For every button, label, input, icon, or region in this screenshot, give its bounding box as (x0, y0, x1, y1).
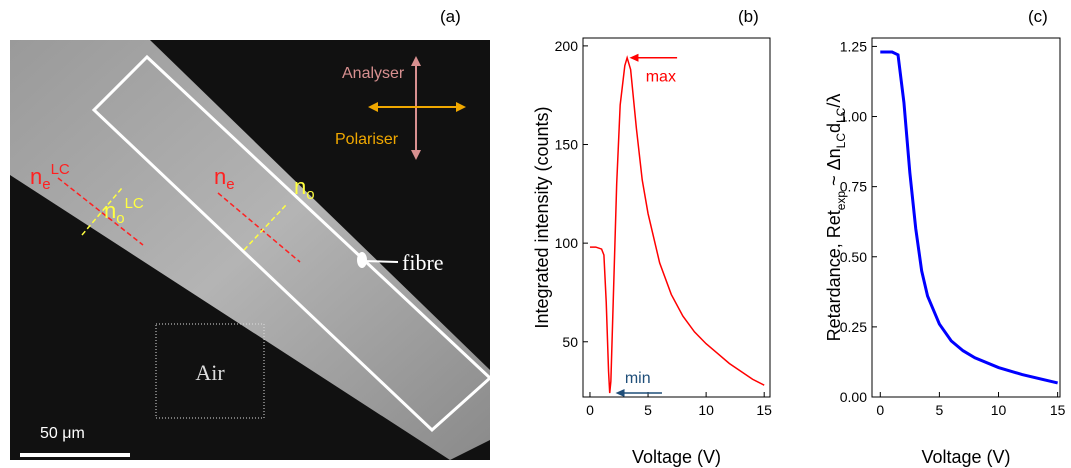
no-lc-label: noLC (104, 195, 144, 227)
annotation: min (625, 370, 651, 387)
y-axis-title-part: d (824, 123, 844, 133)
scale-label: 50 μm (40, 425, 85, 442)
y-axis-title-part: Integrated intensity (counts) (532, 106, 552, 328)
arrow-head (411, 56, 421, 66)
x-axis-title: Voltage (V) (632, 447, 721, 467)
fibre-marker (357, 252, 367, 268)
ne-lc-axis (57, 177, 144, 246)
no-label: no (294, 174, 315, 203)
x-tick-label: 10 (698, 402, 714, 418)
x-tick-label: 5 (935, 402, 943, 418)
fibre-pointer (361, 260, 399, 263)
x-tick-label: 10 (991, 402, 1007, 418)
y-tick-label: 100 (555, 235, 579, 251)
x-tick-label: 15 (1050, 402, 1066, 418)
plot-frame (582, 37, 771, 398)
x-tick-label: 15 (756, 402, 772, 418)
y-axis-title-part: Retardance, Ret (824, 210, 844, 341)
analyser-label: Analyser (342, 65, 405, 82)
arrow-head (368, 102, 378, 112)
plot-frame (871, 37, 1061, 398)
no-lc-axis (81, 187, 123, 236)
panel-label: (b) (738, 7, 759, 26)
polariser-label: Polariser (335, 131, 399, 148)
y-tick-label: 200 (555, 38, 579, 54)
air-label: Air (195, 360, 225, 385)
y-tick-label: 0.25 (840, 319, 867, 335)
y-axis-title-part: ~ Δn (824, 148, 844, 191)
y-tick-label: 0.75 (840, 179, 867, 195)
ne-lc-label: neLC (30, 161, 70, 193)
annotation-arrow-head (629, 53, 639, 62)
y-axis-title-part: exp (834, 191, 848, 211)
y-axis-title: Integrated intensity (counts) (532, 106, 552, 328)
y-tick-label: 0.00 (840, 389, 867, 405)
x-tick-label: 0 (586, 402, 594, 418)
y-tick-label: 50 (562, 334, 578, 350)
y-tick-label: 0.50 (840, 249, 867, 265)
micrograph: (a) Analyser Polariser neLC noLC ne no f… (10, 7, 493, 460)
annotation: max (646, 69, 676, 86)
x-tick-label: 5 (644, 402, 652, 418)
air-box (155, 323, 265, 419)
no-axis (243, 204, 287, 251)
y-axis-title-part: /λ (824, 94, 844, 108)
x-axis-title: Voltage (V) (921, 447, 1010, 467)
series-line (880, 50, 1058, 385)
annotation-arrow-head (615, 389, 625, 398)
panel-label: (a) (440, 7, 461, 26)
ne-axis (217, 192, 301, 263)
y-tick-label: 1.00 (840, 109, 867, 125)
y-tick-label: 150 (555, 137, 579, 153)
x-tick-label: 0 (876, 402, 884, 418)
arrow-head (456, 102, 466, 112)
fibre-label: fibre (402, 250, 444, 275)
panel-label: (c) (1028, 7, 1048, 26)
y-tick-label: 1.25 (840, 38, 867, 54)
ne-label: ne (214, 164, 235, 193)
y-axis-title-part: LC (834, 133, 848, 149)
fibre-outline (91, 54, 493, 433)
y-axis-title-part: LC (834, 107, 848, 123)
arrow-head (411, 150, 421, 160)
y-axis-title: Retardance, Retexp ~ ΔnLCdLC/λ (824, 94, 848, 342)
series-line (589, 55, 765, 394)
